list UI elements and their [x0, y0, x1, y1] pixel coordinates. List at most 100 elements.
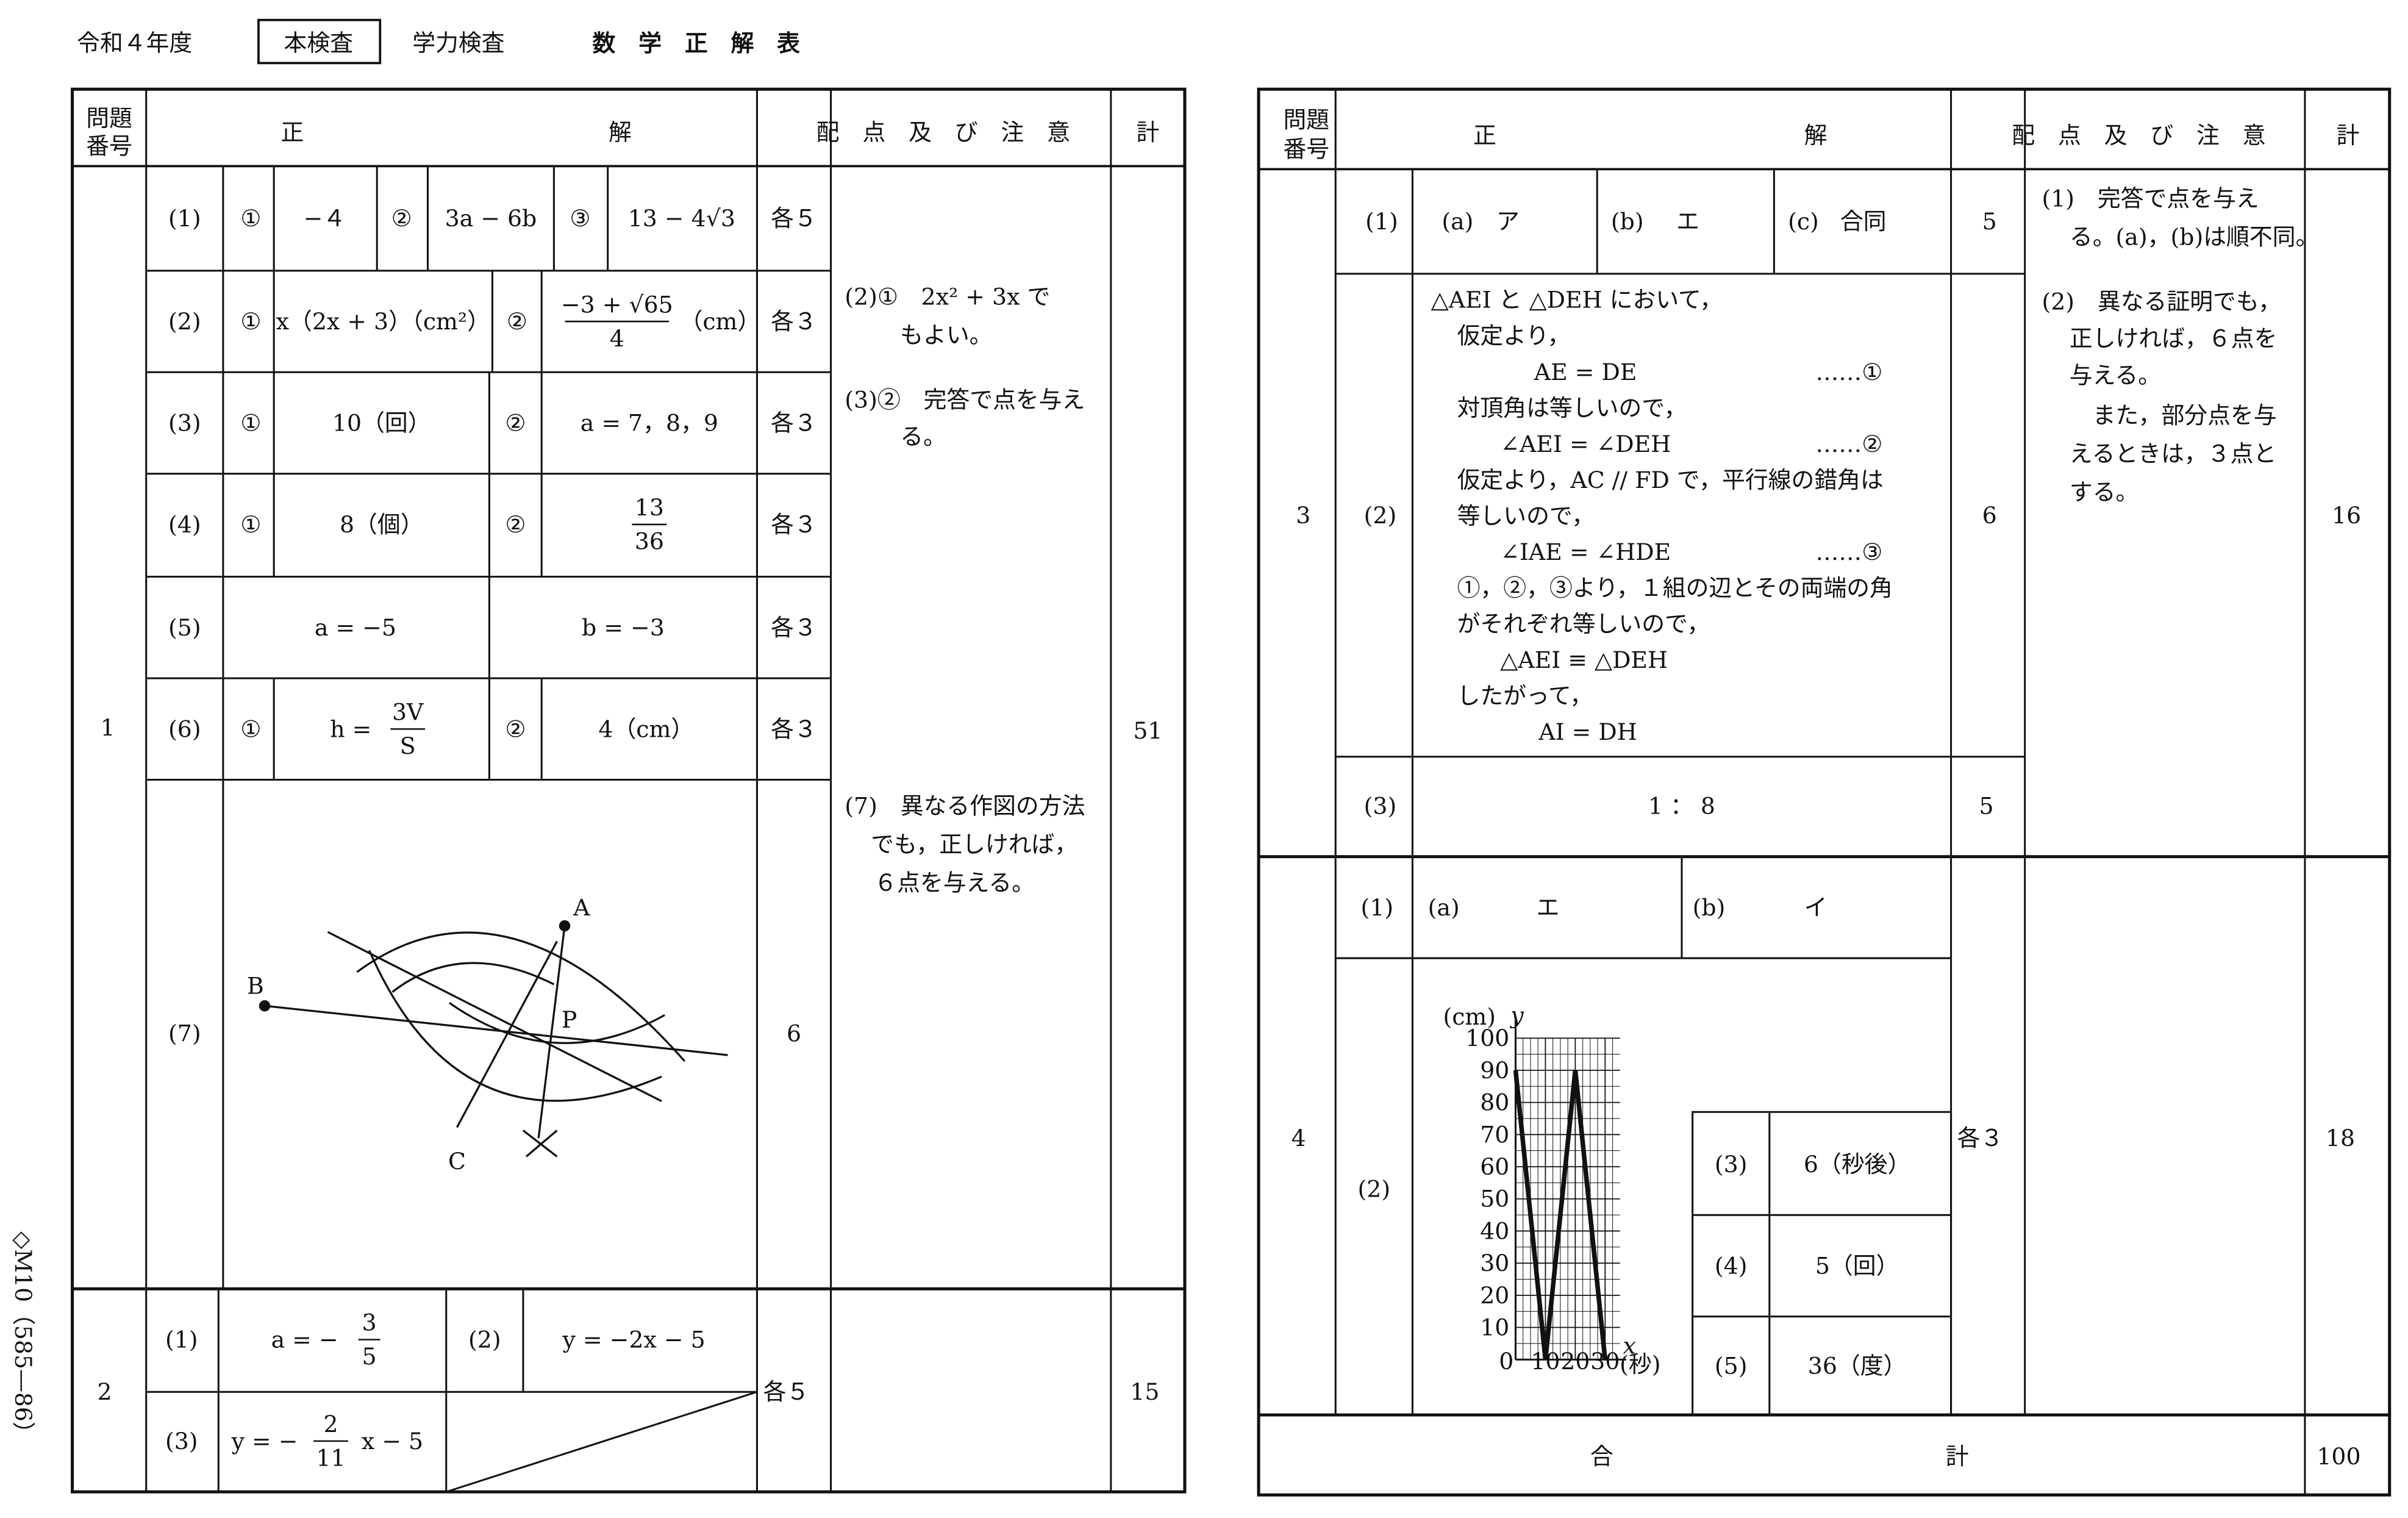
numerator: −3 + √65 — [561, 291, 673, 318]
header-cell: 解 — [609, 119, 632, 146]
text: ③ — [570, 205, 590, 232]
table-border — [71, 87, 1187, 1494]
point-label: P — [562, 1006, 577, 1033]
sub-number: (4) — [1715, 1252, 1748, 1279]
sub-number: (5) — [1715, 1352, 1748, 1379]
arc-mark — [525, 1130, 558, 1158]
note: る。(a)，(b)は順不同。 — [2070, 223, 2319, 250]
total-label: 合 — [1590, 1443, 1613, 1470]
table-border — [1257, 87, 2392, 1497]
proof-ref: ……② — [1816, 431, 1883, 457]
header-cell: 配 点 及 び 注 意 — [816, 119, 1070, 146]
answer: 1 ： 8 — [1648, 792, 1715, 819]
points: 各３ — [771, 409, 817, 436]
answer: エ — [1537, 894, 1560, 921]
header-cell: 正 — [281, 119, 304, 146]
note: (3)② 完答で点を与え — [845, 387, 1085, 414]
text: ① — [240, 308, 261, 335]
numerator: 2 — [323, 1411, 338, 1437]
question-number: 3 — [1296, 502, 1310, 529]
y-tick-label: 30 — [1480, 1250, 1509, 1276]
header-cell: 計 — [1136, 119, 1159, 146]
note: 正しければ，６点を — [2070, 325, 2278, 352]
proof-line: 仮定より，AC // FD で，平行線の錯角は — [1457, 467, 1884, 493]
label: (a) — [1428, 894, 1460, 921]
y-tick-label: 10 — [1480, 1314, 1509, 1341]
axis-label: y — [1509, 1001, 1524, 1028]
subject-label: 学力検査 — [412, 30, 504, 57]
total-label: 計 — [1946, 1443, 1969, 1470]
data-line — [1513, 1070, 1608, 1360]
sub-number: (3) — [1364, 792, 1397, 819]
sub-number: (3) — [168, 409, 201, 436]
points: 5 — [1979, 792, 1994, 819]
answer: y = − — [231, 1428, 298, 1455]
answer: 10（回） — [332, 409, 431, 436]
unit: （cm） — [680, 308, 761, 335]
proof-line: 等しいので， — [1457, 503, 1595, 529]
y-tick-label: 80 — [1480, 1089, 1509, 1116]
side-code: ◇M10（585—86） — [10, 1231, 37, 1445]
header-cell: 番号 — [86, 133, 132, 160]
label: (a) — [1442, 208, 1473, 235]
title: 数 学 正 解 表 — [592, 29, 800, 57]
sub-number: (2) — [1364, 502, 1397, 529]
sub-number: (1) — [165, 1326, 198, 1353]
points: 各３ — [1957, 1125, 2004, 1151]
note: (1) 完答で点を与え — [2042, 185, 2259, 212]
points: 各５ — [763, 1378, 810, 1405]
denominator: 5 — [362, 1343, 377, 1370]
answer: 3a − 6b — [445, 205, 537, 232]
proof-ref: ……③ — [1816, 539, 1883, 565]
point — [559, 920, 571, 932]
proof-line: △AEI と △DEH において， — [1431, 287, 1723, 313]
points: 各５ — [771, 205, 817, 232]
text: ① — [240, 511, 261, 538]
y-tick-label: 40 — [1480, 1217, 1509, 1244]
axis-label: x — [1623, 1333, 1636, 1359]
points: 各３ — [771, 511, 817, 538]
points: 各３ — [771, 614, 817, 641]
question-total: 51 — [1133, 717, 1162, 744]
proof-line: AI = DH — [1538, 718, 1637, 745]
diagonal — [446, 1391, 757, 1493]
denominator: 36 — [635, 528, 664, 555]
text: ② — [391, 205, 412, 232]
answer: a = −5 — [315, 614, 396, 641]
answer: 8（個） — [340, 511, 424, 538]
sub-number: (1) — [168, 205, 201, 232]
axis-unit: (秒) — [1620, 1351, 1660, 1378]
text: ① — [240, 409, 261, 436]
proof-line: ∠AEI = ∠DEH — [1500, 431, 1671, 457]
proof-line: ①，②，③より，１組の辺とその両端の角 — [1457, 575, 1893, 601]
question-number: 4 — [1292, 1125, 1306, 1151]
note: (2) 異なる証明でも， — [2042, 288, 2281, 315]
sub-number: (2) — [468, 1326, 501, 1353]
sub-number: (3) — [1715, 1151, 1748, 1178]
proof-line: したがって， — [1457, 682, 1593, 709]
construction-figure — [259, 920, 728, 1158]
note: する。 — [2070, 479, 2139, 506]
note: (7) 異なる作図の方法 — [845, 792, 1085, 819]
sub-number: (1) — [1365, 208, 1398, 235]
answer: a = − — [271, 1326, 338, 1353]
label: (b) — [1693, 894, 1726, 921]
note: る。 — [900, 423, 946, 450]
note: ６点を与える。 — [874, 870, 1035, 897]
arc — [391, 962, 555, 993]
y-tick-label: 100 — [1465, 1025, 1509, 1051]
segment — [264, 1004, 728, 1056]
denominator: S — [400, 732, 416, 759]
y-tick-label: 50 — [1480, 1186, 1509, 1212]
proof-line: がそれぞれ等しいので， — [1457, 610, 1710, 637]
answer: イ — [1804, 894, 1827, 921]
numerator: 3 — [362, 1309, 377, 1336]
label: (c) — [1788, 208, 1819, 235]
denominator: 11 — [316, 1445, 345, 1472]
header-cell: 解 — [1804, 122, 1827, 149]
proof-line: △AEI ≡ △DEH — [1500, 646, 1668, 673]
proof-line: 対頂角は等しいので， — [1457, 395, 1687, 421]
answer: −４ — [304, 205, 346, 232]
answer: 36（度） — [1808, 1352, 1907, 1379]
numerator: 13 — [635, 494, 664, 521]
